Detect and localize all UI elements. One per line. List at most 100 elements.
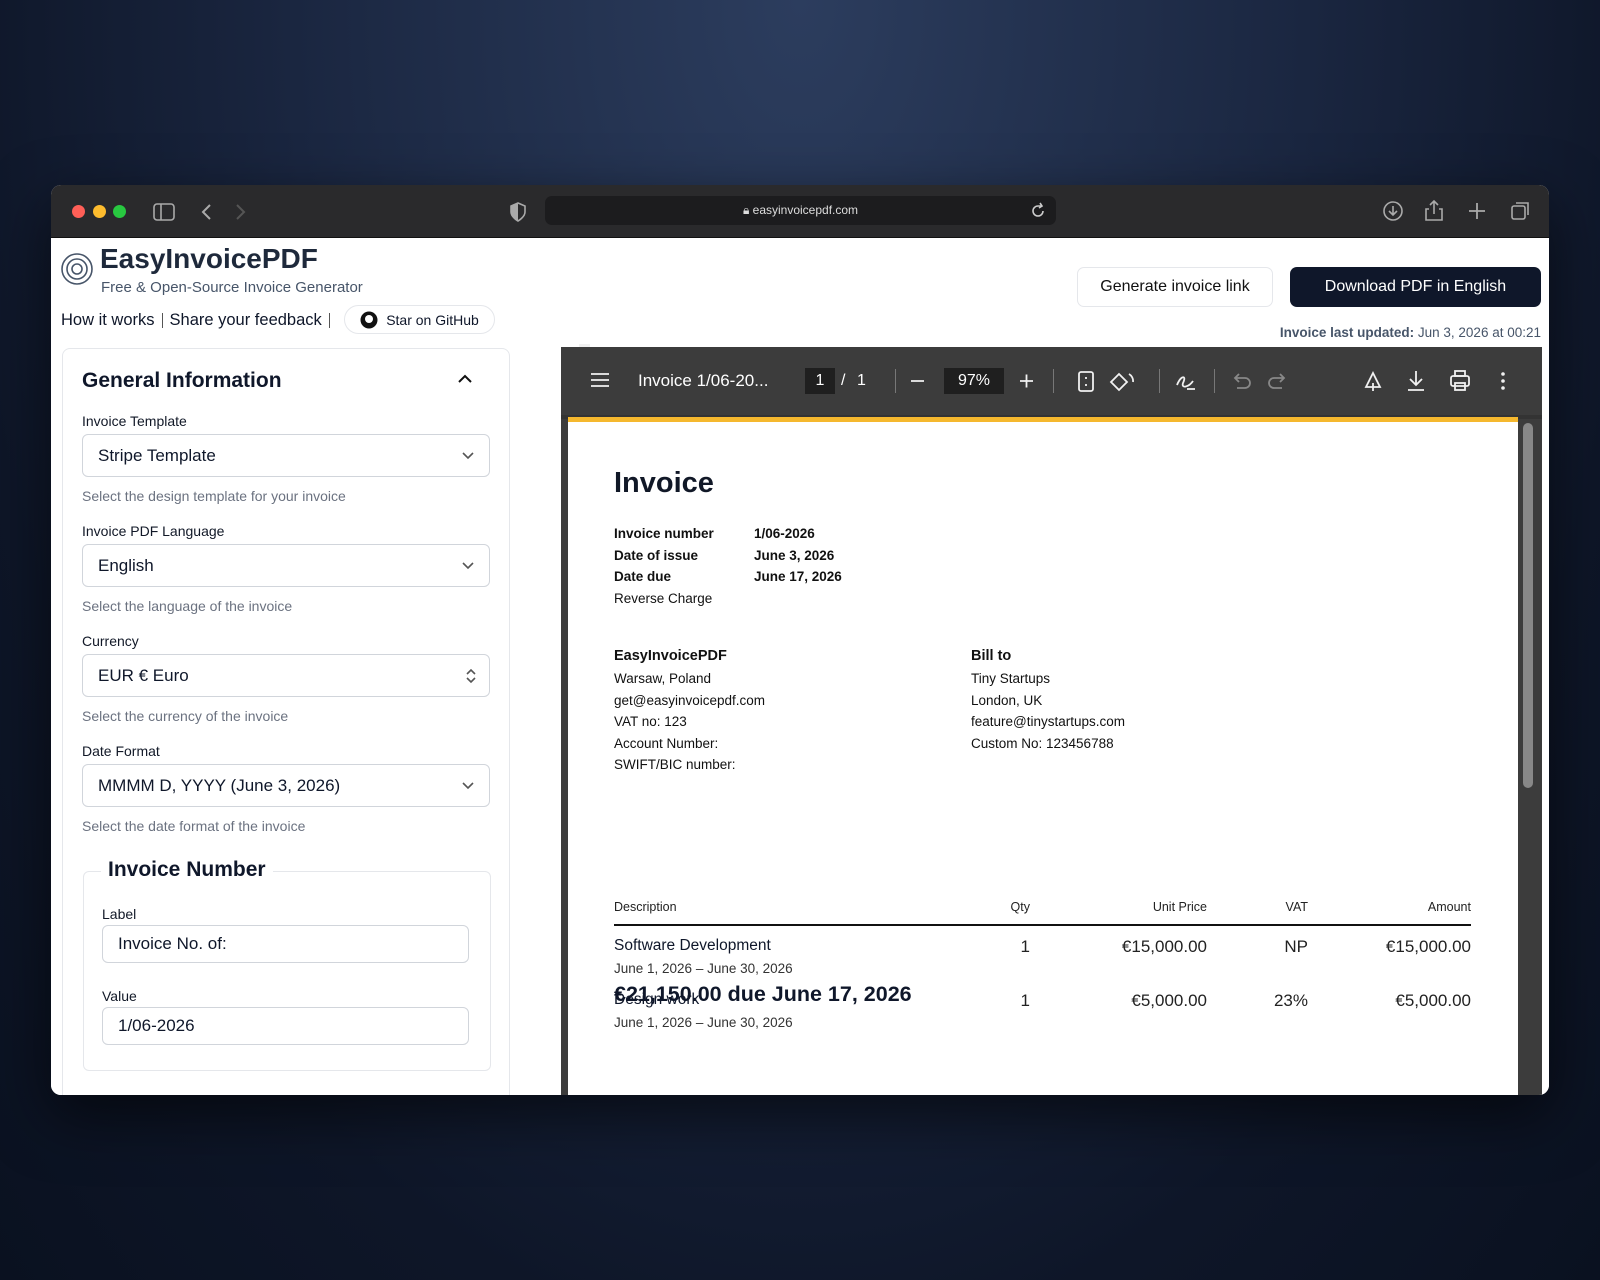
table-header: Unit Price: [1152, 900, 1207, 914]
field-label: Date Format: [82, 743, 160, 759]
viewer-scroll-thumb[interactable]: [1523, 423, 1533, 788]
lock: 🔒︎: [742, 203, 753, 217]
item-amount: €5,000.00: [1395, 991, 1471, 1010]
last-updated: Invoice last updated: Jun 3, 2026 at 00:…: [1280, 325, 1541, 340]
section-title: General Information: [82, 369, 282, 392]
meta-value: June 3, 2026: [754, 547, 835, 563]
bill-to-line: Tiny Startups: [971, 671, 1051, 686]
label: Star on GitHub: [386, 311, 479, 328]
field-help: Select the currency of the invoice: [82, 708, 289, 724]
divider: [1159, 369, 1160, 393]
shield-icon[interactable]: [509, 201, 527, 223]
invoice-heading: Invoice: [614, 467, 714, 499]
meta-value: June 17, 2026: [754, 569, 842, 584]
field-label: Label: [102, 906, 137, 922]
item-unit-price: €5,000.00: [1131, 991, 1207, 1010]
close-button[interactable]: [72, 205, 85, 218]
collapse-icon[interactable]: [457, 373, 473, 385]
divider: [161, 312, 163, 328]
stepper-icon: [466, 668, 476, 684]
field-label: Invoice PDF Language: [82, 523, 225, 539]
zoom-input[interactable]: 97%: [944, 368, 1004, 394]
nav: How it works Share your feedback: [61, 310, 337, 330]
chevron-icon: [462, 782, 474, 790]
chevron-icon: [462, 562, 474, 570]
meta-key: Reverse Charge: [614, 590, 713, 606]
zoom-button[interactable]: [113, 205, 126, 218]
field-label: Value: [102, 988, 137, 1004]
seller-line: VAT no: 123: [614, 714, 687, 729]
seller-line: Warsaw, Poland: [614, 671, 712, 686]
field-label: Invoice Template: [82, 413, 187, 429]
item-description: Design work: [614, 991, 700, 1008]
minimize-button[interactable]: [93, 205, 106, 218]
document-title: Invoice 1/06-20...: [638, 371, 769, 390]
chevron-icon: [462, 452, 474, 460]
invoice-number-box: Invoice Number: [83, 858, 491, 1071]
item-description: Software Development: [614, 937, 771, 954]
field-help: Select the date format of the invoice: [82, 818, 306, 834]
item-period: June 1, 2026 – June 30, 2026: [614, 1015, 793, 1030]
select[interactable]: English: [82, 544, 490, 587]
item-qty: 1: [1020, 937, 1030, 956]
item-qty: 1: [1020, 991, 1030, 1010]
browser-window: 🔒︎ easyinvoicepdf.com EasyInvoicePDF Fre…: [51, 185, 1549, 1095]
generate-link-button[interactable]: Generate invoice link: [1077, 267, 1273, 307]
field-help: Select the design template for your invo…: [82, 488, 346, 504]
pdf-viewer: Invoice 1/06-20... 1 / 1 97% Invoice €21…: [561, 347, 1542, 1095]
select[interactable]: EUR € Euro: [82, 654, 490, 697]
url: easyinvoicepdf.com: [752, 203, 859, 217]
table-rule: [614, 924, 1471, 926]
text-input[interactable]: 1/06-2026: [102, 1007, 469, 1045]
amount-due: €21,150.00 due June 17, 2026: [614, 982, 912, 1006]
seller-line: SWIFT/BIC number:: [614, 757, 736, 772]
github-icon: [360, 311, 378, 328]
nav-icons: [153, 203, 246, 221]
bill-to-line: Custom No: 123456788: [971, 735, 1114, 751]
bill-to-line: London, UK: [971, 692, 1043, 708]
divider: [895, 369, 896, 393]
table-header: Amount: [1427, 900, 1471, 914]
page-count: 1: [857, 372, 866, 389]
field-label: Currency: [82, 633, 139, 649]
table-header: VAT: [1285, 900, 1308, 914]
form-card: General Information Invoice Number Invoi…: [62, 348, 510, 1095]
box-title: Invoice Number: [101, 858, 273, 882]
logo: [61, 253, 93, 285]
table-header: Description: [614, 900, 677, 914]
table-header: Qty: [1010, 900, 1030, 914]
meta-key: Date of issue: [614, 547, 699, 563]
brand: EasyInvoicePDF: [100, 243, 318, 274]
download-button[interactable]: Download PDF in English: [1290, 267, 1541, 307]
select[interactable]: Stripe Template: [82, 434, 490, 477]
divider: [1214, 369, 1215, 393]
reload-icon[interactable]: [1029, 202, 1047, 220]
invoice-page: Invoice €21,150.00 due June 17, 2026 Inv…: [568, 417, 1518, 1095]
github-button[interactable]: Star on GitHub: [344, 305, 495, 334]
title-bar: 🔒︎ easyinvoicepdf.com: [51, 185, 1549, 238]
page: EasyInvoicePDF Free & Open-Source Invoic…: [51, 238, 1549, 1095]
viewer-toolbar-icons: [591, 370, 1505, 392]
seller-line: get@easyinvoicepdf.com: [614, 692, 766, 708]
updated-label: Invoice last updated:: [1279, 325, 1415, 340]
meta-value: 1/06-2026: [754, 526, 815, 541]
page-separator: /: [841, 372, 846, 389]
item-unit-price: €15,000.00: [1121, 937, 1207, 956]
item-amount: €15,000.00: [1385, 937, 1471, 956]
meta-key: Date due: [614, 569, 672, 584]
item-vat: NP: [1284, 937, 1308, 956]
tagline: Free & Open-Source Invoice Generator: [101, 279, 363, 296]
divider: [328, 312, 330, 328]
seller-name: EasyInvoicePDF: [614, 648, 727, 664]
divider: [1053, 369, 1054, 393]
toolbar-icons: [1383, 199, 1529, 221]
meta-key: Invoice number: [614, 526, 714, 541]
text-input[interactable]: Invoice No. of:: [102, 925, 469, 963]
address-bar[interactable]: 🔒︎ easyinvoicepdf.com: [545, 196, 1056, 225]
nav-link[interactable]: Share your feedback: [169, 310, 322, 329]
page-input[interactable]: 1: [805, 368, 835, 394]
bill-to-title: Bill to: [971, 648, 1012, 664]
select[interactable]: MMMM D, YYYY (June 3, 2026): [82, 764, 490, 807]
seller-line: Account Number:: [614, 735, 719, 751]
nav-link[interactable]: How it works: [61, 310, 155, 329]
